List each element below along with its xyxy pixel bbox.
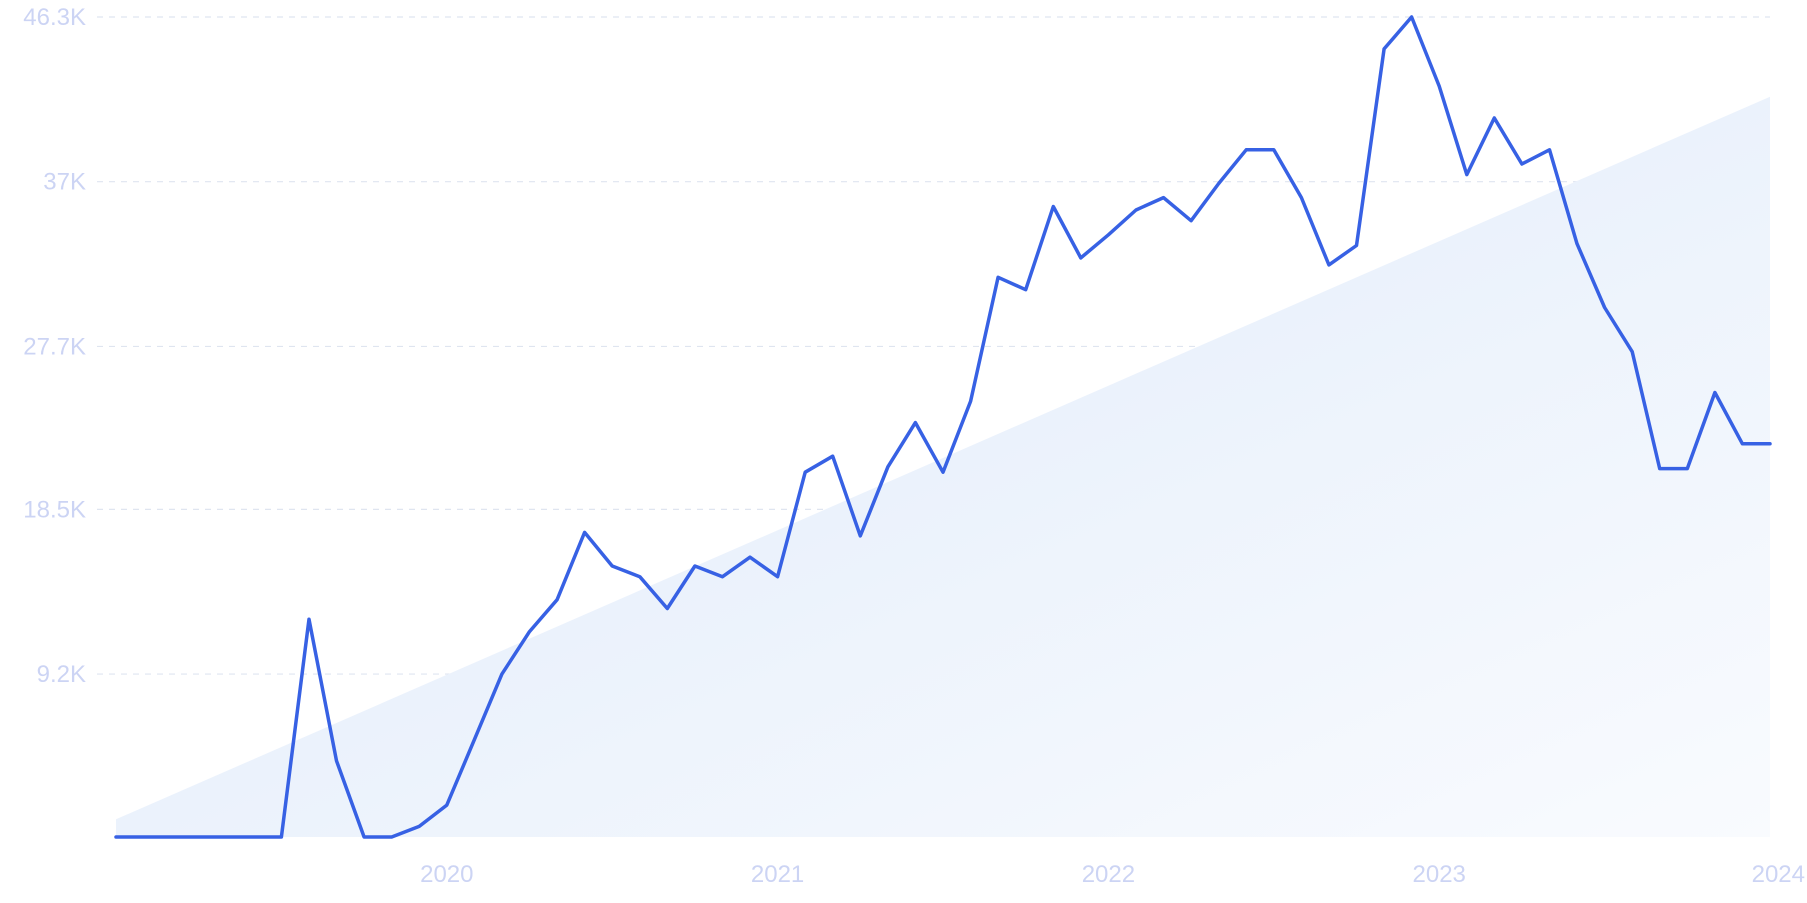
x-tick-label: 2021 (751, 861, 804, 888)
data-point (1713, 390, 1717, 394)
data-point (500, 672, 504, 676)
x-tick-label: 2020 (420, 861, 473, 888)
data-point (913, 421, 917, 425)
data-point (472, 738, 476, 742)
data-point (197, 835, 201, 839)
y-tick-label: 18.5K (23, 496, 86, 523)
data-point (583, 530, 587, 534)
data-point (528, 630, 532, 634)
y-axis: 9.2K 18.5K 27.7K 37K 46.3K (23, 4, 86, 688)
data-point (335, 759, 339, 763)
data-point (665, 607, 669, 611)
data-point (886, 465, 890, 469)
data-point (1299, 196, 1303, 200)
data-point (693, 564, 697, 568)
data-point (1024, 288, 1028, 292)
data-point (1327, 263, 1331, 267)
data-point (1547, 148, 1551, 152)
data-point (417, 824, 421, 828)
data-point (169, 835, 173, 839)
data-point (1382, 47, 1386, 51)
data-point (776, 575, 780, 579)
y-tick-label: 27.7K (23, 333, 86, 360)
data-point (748, 555, 752, 559)
data-point (969, 399, 973, 403)
data-point (1768, 442, 1772, 446)
data-point (1106, 233, 1110, 237)
data-point (996, 275, 1000, 279)
trend-area (116, 96, 1770, 837)
data-point (114, 835, 118, 839)
data-point (142, 835, 146, 839)
data-point (1051, 205, 1055, 209)
y-tick-label: 46.3K (23, 4, 86, 31)
trend-area-shape (116, 96, 1770, 837)
data-point (1603, 305, 1607, 309)
data-point (858, 534, 862, 538)
data-point (390, 835, 394, 839)
x-axis: 2020 2021 2022 2023 2024 (420, 861, 1805, 888)
data-point (224, 835, 228, 839)
data-point (1630, 350, 1634, 354)
data-point (1575, 242, 1579, 246)
x-tick-label: 2023 (1413, 861, 1466, 888)
data-point (362, 835, 366, 839)
data-point (1244, 148, 1248, 152)
data-point (720, 575, 724, 579)
data-point (252, 835, 256, 839)
series-line (114, 15, 1772, 839)
data-point (831, 454, 835, 458)
data-point (1272, 148, 1276, 152)
data-point (1740, 442, 1744, 446)
data-point (1685, 467, 1689, 471)
series-layer (114, 15, 1772, 839)
data-point (1520, 162, 1524, 166)
data-point (1217, 181, 1221, 185)
data-point (1437, 84, 1441, 88)
data-point (803, 470, 807, 474)
y-tick-label: 37K (43, 169, 86, 196)
data-point (1162, 196, 1166, 200)
data-point (279, 835, 283, 839)
data-point (638, 575, 642, 579)
data-point (555, 598, 559, 602)
data-point (941, 470, 945, 474)
data-point (307, 617, 311, 621)
data-point (1658, 467, 1662, 471)
data-point (1079, 256, 1083, 260)
x-tick-label: 2024 (1752, 861, 1805, 888)
data-point (1492, 116, 1496, 120)
y-tick-label: 9.2K (37, 661, 86, 688)
data-point (1189, 219, 1193, 223)
data-point (1355, 243, 1359, 247)
data-point (445, 803, 449, 807)
data-point (1410, 15, 1414, 19)
x-tick-label: 2022 (1082, 861, 1135, 888)
data-point (610, 564, 614, 568)
data-point (1134, 208, 1138, 212)
data-point (1465, 173, 1469, 177)
